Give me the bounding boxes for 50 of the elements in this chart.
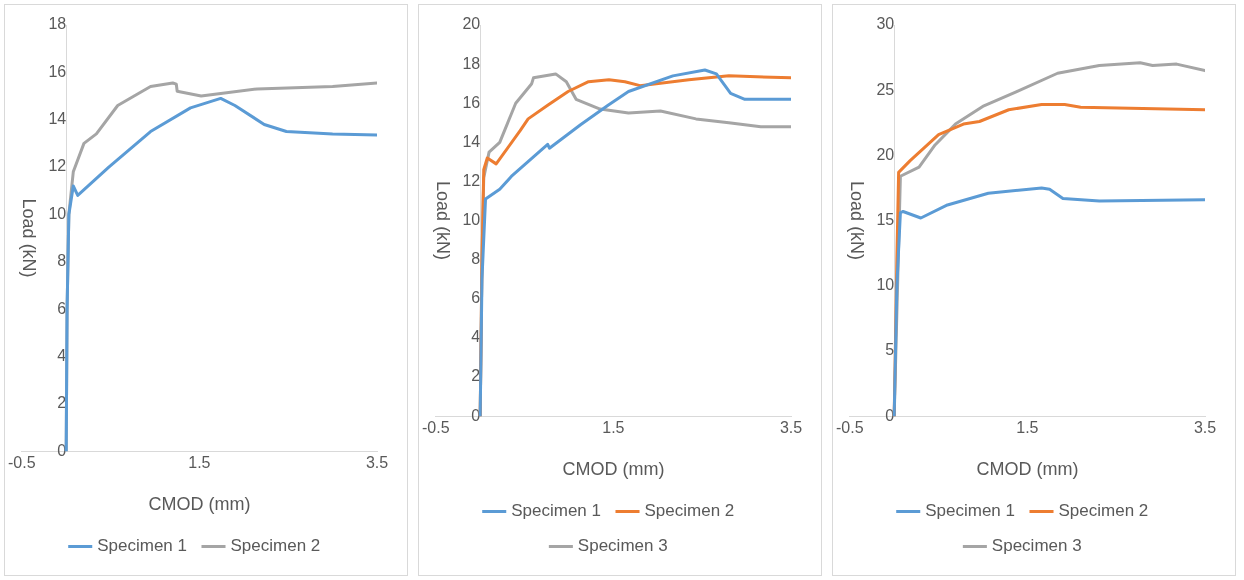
x-tick-label: 1.5 [602,419,625,437]
y-tick-label: 0 [885,406,895,424]
y-tick-label: 5 [885,341,895,359]
y-tick-label: 8 [57,252,67,270]
legend-label: Specimen 3 [991,536,1082,556]
legend-label: Specimen 3 [577,536,668,556]
x-axis-title: CMOD (mm) [148,494,251,515]
y-tick-label: 0 [57,441,67,459]
y-tick-label: 12 [48,157,67,175]
x-tick-label: 1.5 [188,454,211,472]
legend-label: Specimen 2 [644,501,735,521]
legend-label: Specimen 2 [230,536,321,556]
y-tick-label: 18 [462,54,481,72]
y-tick-label: 2 [57,394,67,412]
y-tick-label: 16 [48,62,67,80]
y-tick-label: 8 [471,250,481,268]
y-axis-title: Load (kN) [846,181,867,261]
y-tick-label: 4 [471,328,481,346]
y-tick-label: 6 [471,289,481,307]
x-axis-title: CMOD (mm) [976,459,1079,480]
y-tick-label: 18 [48,15,67,33]
y-tick-label: 15 [876,211,895,229]
y-tick-label: 14 [462,132,481,150]
legend-label: Specimen 1 [97,536,188,556]
y-tick-label: 0 [471,406,481,424]
legend-label: Specimen 1 [925,501,1016,521]
y-tick-label: 6 [57,299,67,317]
x-tick-label: 1.5 [1016,419,1039,437]
x-tick-label: 3.5 [779,419,803,437]
y-tick-label: 2 [471,367,481,385]
y-tick-label: 14 [48,110,67,128]
y-axis-title: Load (kN) [432,181,453,261]
x-tick-label: -0.5 [8,454,36,472]
x-axis-title: CMOD (mm) [562,459,665,480]
x-tick-label: -0.5 [422,419,450,437]
y-axis-title: Load (kN) [18,198,39,278]
y-tick-label: 10 [462,211,481,229]
y-tick-label: 30 [876,15,895,33]
y-tick-label: 16 [462,93,481,111]
x-tick-label: 3.5 [1193,419,1217,437]
x-tick-label: -0.5 [836,419,864,437]
legend-label: Specimen 1 [511,501,602,521]
legend-label: Specimen 2 [1058,501,1149,521]
y-tick-label: 20 [462,15,481,33]
y-tick-label: 25 [876,80,895,98]
x-tick-label: 3.5 [365,454,389,472]
y-tick-label: 10 [876,276,895,294]
y-tick-label: 12 [462,171,481,189]
y-tick-label: 20 [876,145,895,163]
y-tick-label: 10 [48,204,67,222]
